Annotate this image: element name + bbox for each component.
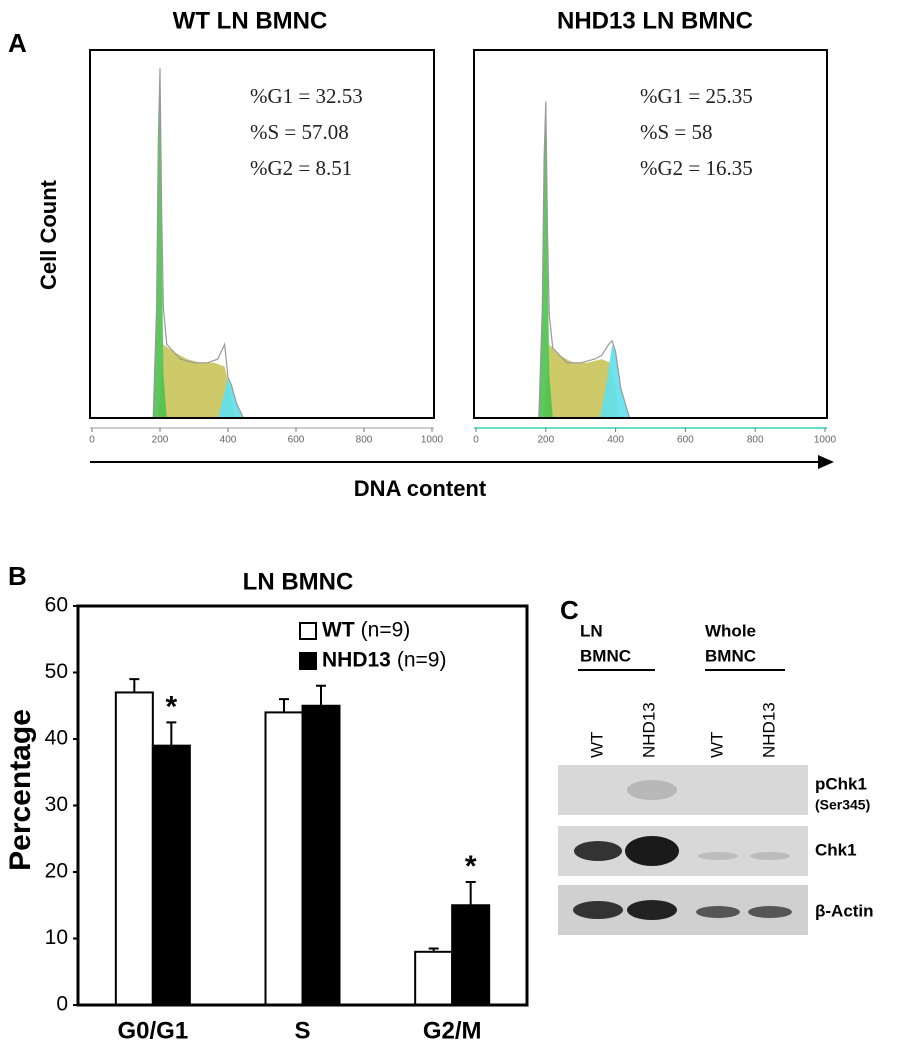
x-tick-label: 200	[537, 435, 554, 446]
group-label: LN	[580, 621, 603, 640]
x-tick-label: 1000	[421, 435, 444, 446]
row-label: β-Actin	[815, 901, 874, 920]
band	[748, 906, 792, 918]
panel-label: C	[560, 595, 579, 625]
y-axis-label: Cell Count	[36, 179, 61, 290]
legend-swatch	[299, 652, 317, 670]
error-bar	[428, 947, 439, 952]
annotation: %G2 = 16.35	[640, 156, 753, 180]
x-tick-label: 600	[288, 435, 305, 446]
row-note: (Ser345)	[815, 797, 870, 813]
y-tick-label: 0	[56, 993, 68, 1016]
error-bar	[465, 880, 476, 906]
bar	[264, 711, 304, 1007]
y-axis-label: Percentage	[4, 709, 37, 871]
annotation: %G1 = 25.35	[640, 84, 753, 108]
bar	[151, 744, 191, 1007]
y-tick-label: 20	[45, 860, 68, 883]
band	[573, 901, 623, 919]
chart-title: NHD13 LN BMNC	[557, 7, 753, 34]
band	[627, 780, 677, 800]
lane-label: WT	[707, 732, 726, 758]
legend-label: WT	[322, 619, 355, 642]
histogram-area	[158, 344, 235, 418]
x-tick-label: 800	[356, 435, 373, 446]
band	[698, 852, 738, 860]
annotation: %G1 = 32.53	[250, 84, 363, 108]
x-tick-label: G2/M	[423, 1017, 482, 1044]
bar	[451, 904, 491, 1006]
histogram-outline	[152, 68, 244, 419]
y-tick-label: 30	[45, 793, 68, 816]
lane-label: WT	[587, 732, 606, 758]
error-bar	[316, 684, 326, 706]
x-tick-label: S	[294, 1017, 310, 1044]
histogram-area	[544, 344, 620, 418]
annotation: %G2 = 8.51	[250, 156, 352, 180]
group-label: BMNC	[705, 646, 756, 665]
x-tick-label: 600	[677, 435, 694, 446]
x-tick-label: 200	[152, 435, 169, 446]
y-tick-label: 50	[45, 660, 68, 683]
significance-marker: *	[165, 690, 177, 723]
lane-label: NHD13	[639, 702, 658, 758]
legend-label: NHD13	[322, 649, 391, 672]
band	[750, 852, 790, 860]
x-tick-label: 800	[747, 435, 764, 446]
error-bar	[129, 678, 140, 693]
bar	[301, 704, 341, 1006]
x-tick-label: 0	[89, 435, 95, 446]
x-tick-label: 400	[607, 435, 624, 446]
chart-title: WT LN BMNC	[173, 7, 328, 34]
group-label: Whole	[705, 621, 756, 640]
legend-note: (n=9)	[361, 619, 411, 642]
plot-frame	[89, 49, 435, 419]
bar	[414, 950, 454, 1006]
histogram-area	[538, 101, 553, 419]
x-tick-label: 0	[473, 435, 479, 446]
error-bar	[279, 698, 289, 713]
band	[696, 906, 740, 918]
histogram-area	[153, 68, 167, 419]
group-label: BMNC	[580, 646, 631, 665]
row-label: Chk1	[815, 840, 857, 859]
annotation: %S = 57.08	[250, 120, 349, 144]
x-axis-label: DNA content	[354, 476, 487, 501]
band	[625, 836, 679, 866]
panel-label: B	[8, 561, 27, 591]
histogram-outline	[538, 101, 631, 419]
x-tick-label: 1000	[814, 435, 837, 446]
arrow-head	[818, 455, 834, 469]
plot-frame	[76, 604, 529, 1007]
y-tick-label: 60	[45, 594, 68, 617]
legend-swatch	[299, 622, 317, 640]
histogram-area	[599, 344, 630, 418]
row-label: pChk1	[815, 774, 867, 793]
annotation: %S = 58	[640, 120, 713, 144]
significance-marker: *	[465, 850, 477, 883]
y-tick-label: 10	[45, 926, 68, 949]
chart-title: LN BMNC	[243, 568, 354, 595]
x-tick-label: 400	[220, 435, 237, 446]
histogram-area	[217, 377, 244, 418]
panel-label: A	[8, 28, 27, 58]
western-blot	[558, 669, 808, 935]
band	[574, 841, 622, 861]
error-bar	[166, 721, 177, 746]
y-tick-label: 40	[45, 727, 68, 750]
lane-label: NHD13	[759, 702, 778, 758]
x-tick-label: G0/G1	[117, 1017, 188, 1044]
bar	[114, 691, 154, 1006]
blot-strip	[558, 765, 808, 815]
legend-note: (n=9)	[397, 649, 447, 672]
plot-frame	[473, 49, 828, 419]
band	[627, 900, 677, 920]
